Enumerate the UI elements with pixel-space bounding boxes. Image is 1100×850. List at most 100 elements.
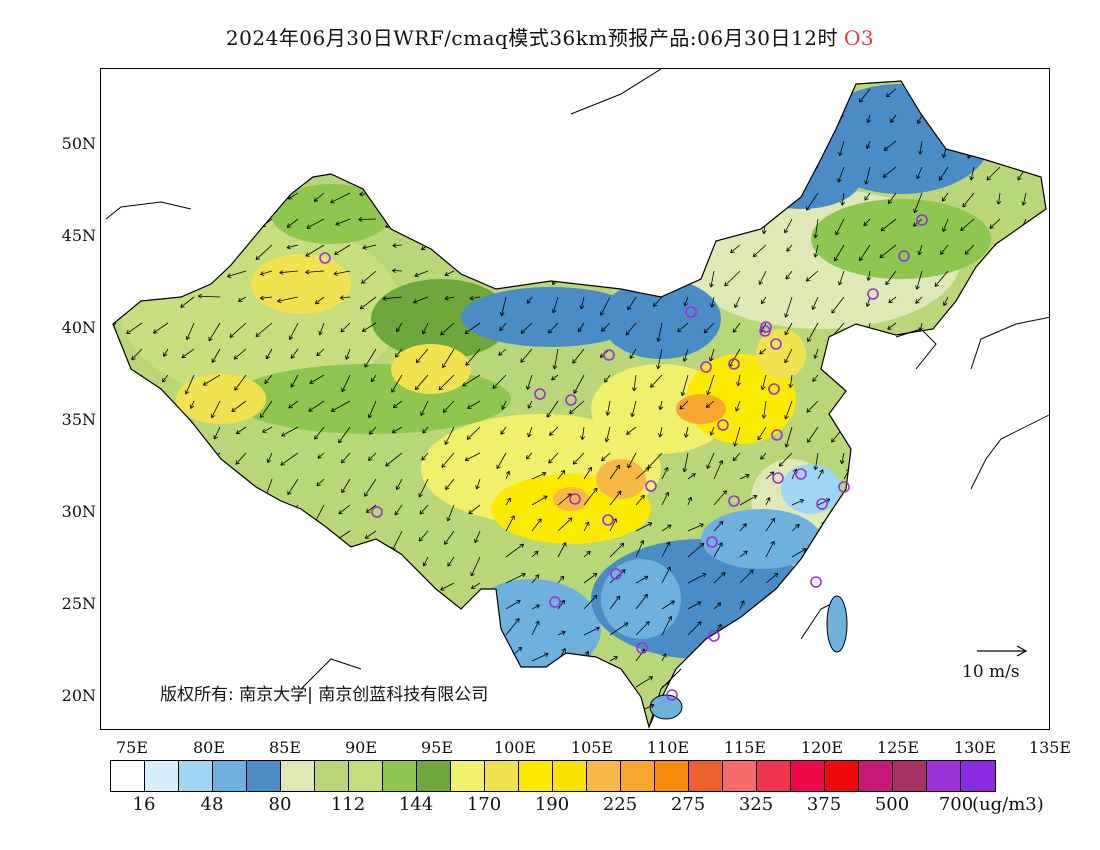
wind-arrow (866, 114, 872, 123)
wind-arrow (791, 548, 807, 558)
wind-arrow (465, 88, 481, 97)
wind-arrow (153, 322, 169, 334)
wind-arrow (687, 573, 707, 584)
wind-arrow (286, 244, 299, 250)
wind-arrow (635, 593, 648, 610)
wind-arrow (259, 140, 273, 148)
station-marker (770, 338, 782, 350)
wind-arrow (505, 693, 516, 714)
wind-arrow (731, 218, 741, 229)
wind-arrow (661, 566, 671, 584)
wind-arrow (604, 426, 611, 443)
wind-arrow (384, 138, 403, 144)
wind-arrow (446, 608, 455, 622)
wind-arrow (710, 218, 715, 234)
wind-arrow (761, 166, 767, 177)
wind-arrow (869, 576, 882, 584)
wind-arrow (462, 140, 481, 149)
wind-arrow (186, 504, 195, 511)
wind-arrow (630, 244, 637, 260)
wind-arrow (113, 426, 117, 435)
wind-arrow (310, 140, 325, 147)
wind-arrow (604, 374, 611, 383)
wind-arrow (209, 140, 221, 149)
wind-arrow (807, 426, 819, 443)
wind-arrow (133, 556, 143, 567)
wind-arrow (447, 556, 455, 567)
wind-arrow (367, 660, 377, 677)
wind-arrow (385, 218, 403, 228)
wind-arrow (603, 270, 611, 280)
colorbar-label: 500 (874, 794, 910, 815)
wind-arrow (201, 192, 221, 202)
wind-arrow (127, 426, 143, 438)
wind-arrow (151, 164, 169, 170)
wind-arrow (947, 546, 954, 558)
colorbar-swatch (621, 761, 655, 791)
wind-arrow (609, 595, 621, 610)
wind-arrow (152, 634, 169, 650)
wind-arrow (527, 218, 533, 234)
wind-arrow (442, 217, 455, 223)
wind-arrow (713, 653, 724, 662)
wind-arrow (520, 322, 533, 334)
wind-arrow (340, 164, 351, 170)
wind-arrow (159, 452, 169, 459)
wind-arrow (921, 626, 934, 636)
wind-arrow (359, 296, 377, 310)
wind-arrow (505, 572, 526, 584)
wind-arrow (609, 543, 625, 558)
wind-arrow (407, 140, 429, 150)
wind-arrow (1011, 452, 1027, 470)
wind-arrow (869, 649, 879, 662)
wind-arrow (661, 524, 672, 532)
wind-arrow (765, 653, 771, 662)
wind-arrow (839, 452, 845, 465)
lon-label: 120E (800, 738, 844, 757)
wind-arrow (739, 569, 754, 584)
wind-arrow (583, 679, 596, 688)
wind-arrow (305, 244, 325, 257)
wind-arrow (501, 270, 507, 282)
wind-arrow (421, 634, 429, 648)
wind-arrow (887, 322, 897, 330)
wind-arrow (684, 426, 689, 438)
station-marker (759, 325, 771, 337)
wind-arrow (649, 140, 663, 156)
wind-arrow (422, 556, 429, 567)
wind-arrow (162, 504, 169, 515)
wind-arrow (546, 400, 559, 418)
wind-arrow (940, 244, 949, 255)
wind-arrow (914, 88, 923, 103)
wind-arrow (966, 88, 975, 102)
wind-arrow (130, 140, 143, 148)
wind-arrow (679, 400, 689, 410)
wind-arrow (185, 166, 195, 174)
colorbar-swatch (791, 761, 825, 791)
station-marker (795, 468, 807, 480)
wind-arrow (999, 461, 1009, 480)
wind-arrow (817, 705, 823, 714)
wind-arrow (732, 452, 741, 462)
wind-arrow (834, 244, 845, 262)
lon-label: 75E (115, 738, 149, 757)
wind-arrow (1016, 114, 1027, 135)
wind-arrow (341, 556, 351, 565)
wind-arrow (288, 400, 299, 409)
wind-arrow (531, 471, 547, 480)
wind-arrow (123, 374, 143, 385)
wind-arrow (531, 652, 549, 662)
wind-arrow (183, 582, 195, 591)
colorbar-unit: (ug/m3) (972, 794, 1044, 815)
wind-arrow (147, 218, 169, 227)
wind-arrow (680, 374, 689, 396)
wind-arrow (394, 660, 403, 674)
wind-arrow (916, 166, 923, 180)
wind-arrow (913, 192, 923, 214)
colorbar-swatch (281, 761, 315, 791)
wind-arrow (572, 452, 585, 465)
wind-arrow (999, 651, 1008, 662)
wind-arrow (754, 140, 767, 161)
colorbar-swatch (247, 761, 281, 791)
wind-arrow (393, 166, 403, 172)
